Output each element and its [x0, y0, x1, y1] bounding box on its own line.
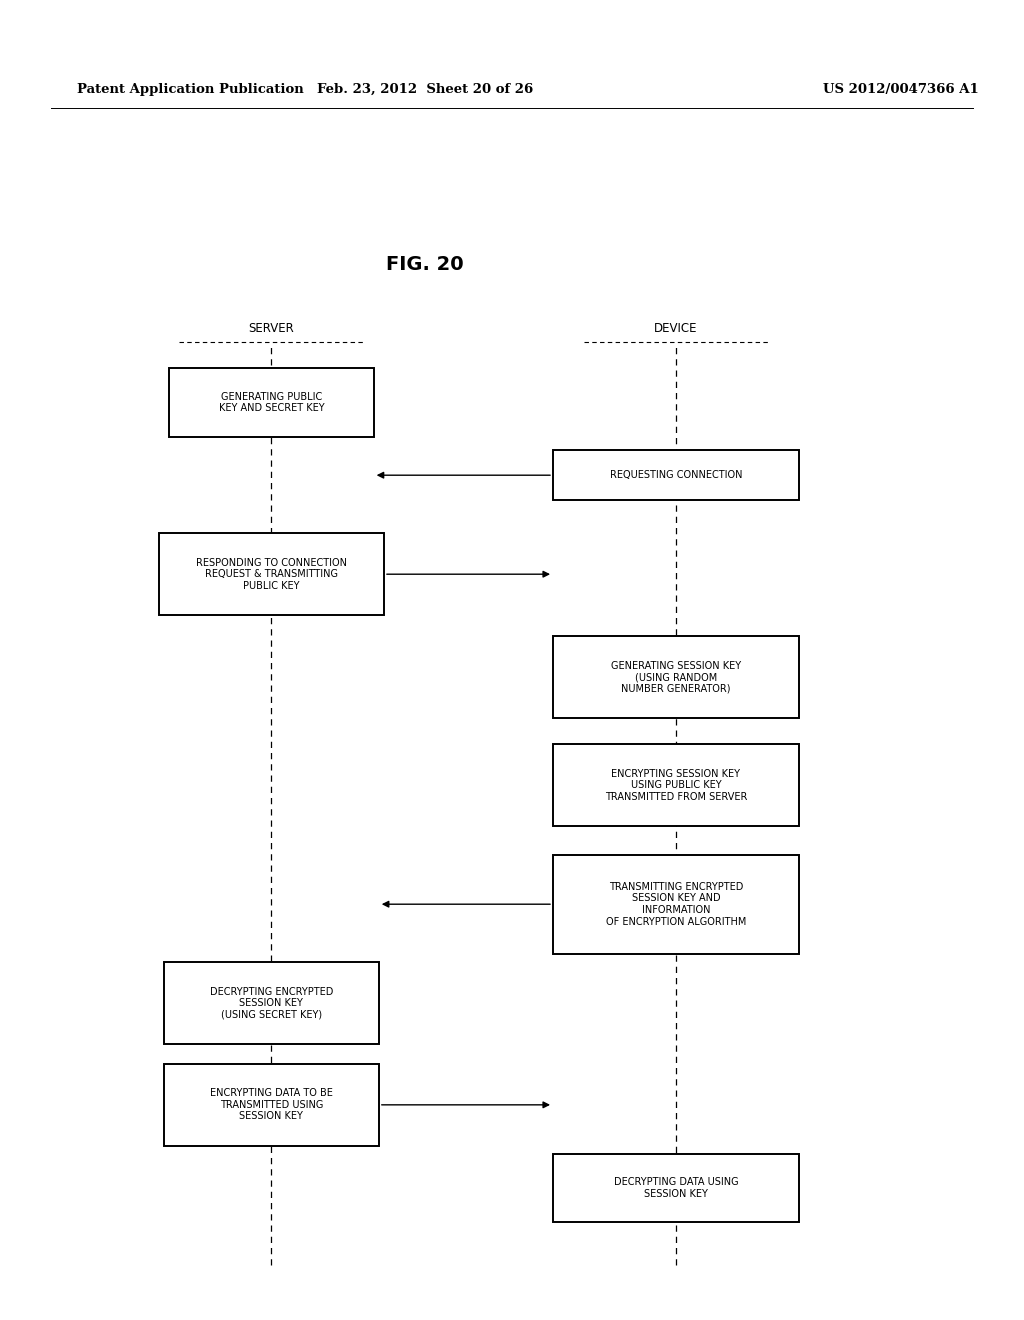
FancyBboxPatch shape [164, 1064, 379, 1146]
Text: RESPONDING TO CONNECTION
REQUEST & TRANSMITTING
PUBLIC KEY: RESPONDING TO CONNECTION REQUEST & TRANS… [196, 557, 347, 591]
FancyBboxPatch shape [164, 962, 379, 1044]
Text: US 2012/0047366 A1: US 2012/0047366 A1 [823, 83, 979, 96]
FancyBboxPatch shape [169, 368, 374, 437]
Text: Feb. 23, 2012  Sheet 20 of 26: Feb. 23, 2012 Sheet 20 of 26 [316, 83, 534, 96]
Text: ENCRYPTING SESSION KEY
USING PUBLIC KEY
TRANSMITTED FROM SERVER: ENCRYPTING SESSION KEY USING PUBLIC KEY … [604, 768, 748, 803]
Text: DECRYPTING DATA USING
SESSION KEY: DECRYPTING DATA USING SESSION KEY [613, 1177, 738, 1199]
Text: DEVICE: DEVICE [654, 322, 697, 335]
FancyBboxPatch shape [553, 744, 799, 826]
Text: TRANSMITTING ENCRYPTED
SESSION KEY AND
INFORMATION
OF ENCRYPTION ALGORITHM: TRANSMITTING ENCRYPTED SESSION KEY AND I… [605, 882, 746, 927]
FancyBboxPatch shape [159, 533, 384, 615]
Text: DECRYPTING ENCRYPTED
SESSION KEY
(USING SECRET KEY): DECRYPTING ENCRYPTED SESSION KEY (USING … [210, 986, 333, 1020]
FancyBboxPatch shape [553, 855, 799, 953]
Text: GENERATING PUBLIC
KEY AND SECRET KEY: GENERATING PUBLIC KEY AND SECRET KEY [218, 392, 325, 413]
FancyBboxPatch shape [553, 450, 799, 500]
Text: SERVER: SERVER [249, 322, 294, 335]
Text: FIG. 20: FIG. 20 [386, 255, 464, 273]
Text: GENERATING SESSION KEY
(USING RANDOM
NUMBER GENERATOR): GENERATING SESSION KEY (USING RANDOM NUM… [610, 660, 741, 694]
Text: Patent Application Publication: Patent Application Publication [77, 83, 303, 96]
Text: ENCRYPTING DATA TO BE
TRANSMITTED USING
SESSION KEY: ENCRYPTING DATA TO BE TRANSMITTED USING … [210, 1088, 333, 1122]
Text: REQUESTING CONNECTION: REQUESTING CONNECTION [609, 470, 742, 480]
FancyBboxPatch shape [553, 1154, 799, 1222]
FancyBboxPatch shape [553, 636, 799, 718]
